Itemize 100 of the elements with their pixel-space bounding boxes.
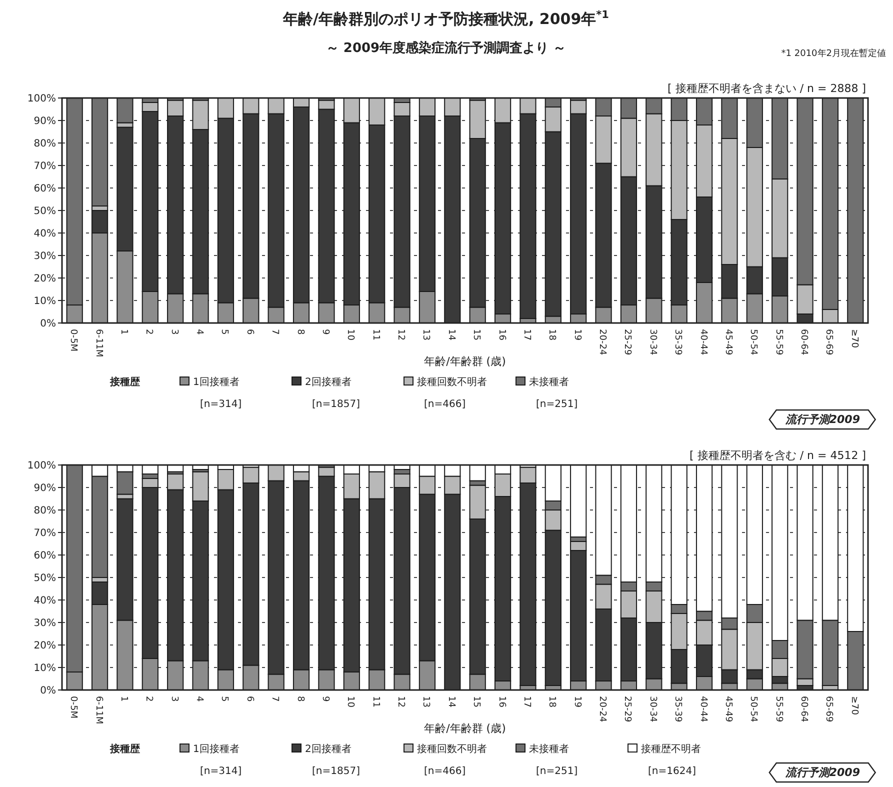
chart-title: 年齢/年齢群別のポリオ予防接種状況, 2009年$^{*1}$ [282, 9, 609, 28]
legend-label: 未接種者 [529, 376, 569, 388]
x-tick-label: 18 [546, 696, 557, 708]
x-tick-label: 40-44 [698, 696, 708, 722]
x-tick-label: 10 [345, 696, 356, 708]
text: 流行予測2009 [784, 766, 860, 779]
y-tick-label: 70% [34, 528, 56, 539]
x-tick-label: 1 [118, 329, 128, 335]
legend-title: 接種歴 [109, 743, 141, 755]
x-tick-label: 2 [144, 329, 154, 335]
x-tick-label: 30-34 [647, 696, 658, 722]
x-tick-label: 35-39 [672, 696, 683, 722]
y-tick-label: 20% [34, 640, 56, 652]
x-tick-label: 20-24 [597, 696, 608, 722]
x-tick-label: 0-5M [68, 696, 78, 718]
x-tick-label: 7 [270, 696, 280, 702]
x-tick-label: 20-24 [597, 329, 608, 356]
y-tick-label: 50% [34, 206, 56, 217]
x-tick-label: 11 [370, 329, 380, 340]
x-tick-label: 60-64 [798, 329, 809, 356]
text: [n=314] [200, 399, 242, 410]
y-tick-label: 90% [34, 116, 56, 127]
x-tick-label: 25-29 [622, 696, 632, 722]
x-tick-label: 5 [219, 696, 230, 702]
y-tick-label: 60% [34, 184, 56, 194]
x-tick-label: 5 [219, 329, 230, 335]
text: [n=251] [536, 766, 578, 777]
x-tick-label: 4 [194, 696, 204, 702]
legend-title: 接種歴 [109, 376, 141, 388]
x-tick-label: 35-39 [672, 329, 683, 356]
x-tick-label: 9 [320, 329, 330, 335]
y-tick-label: 100% [27, 94, 56, 104]
text: [n=1857] [312, 766, 360, 777]
x-tick-label: 8 [294, 329, 305, 335]
text: [n=251] [536, 399, 578, 410]
y-tick-label: 50% [34, 573, 56, 584]
x-tick-label: 15 [471, 329, 482, 340]
y-tick-label: 10% [34, 296, 56, 307]
x-tick-label: 7 [270, 329, 280, 335]
x-tick-label: 6-11M [93, 329, 104, 358]
x-tick-label: 19 [572, 329, 582, 341]
x-tick-label: 2 [144, 696, 154, 702]
x-tick-label: 25-29 [622, 329, 632, 356]
chart-subtitle: ～ 2009年度感染症流行予測調査より ～ [326, 40, 566, 56]
legend-label: 接種回数不明者 [417, 376, 487, 388]
y-tick-label: 60% [34, 550, 56, 562]
legend-label: 1回接種者 [193, 743, 240, 755]
x-tick-label: 17 [521, 696, 532, 708]
legend-label: 接種回数不明者 [417, 743, 487, 755]
x-tick-label: 3 [168, 329, 179, 335]
text: [n=466] [424, 399, 466, 410]
text: [n=314] [200, 766, 242, 777]
text: [ 接種歴不明者を含まない / n = 2888 ] [668, 82, 866, 95]
x-tick-label: 16 [496, 329, 506, 341]
text: [n=1857] [312, 399, 360, 410]
x-axis-title: 年齢/年齢群 (歳) [424, 722, 506, 735]
y-tick-label: 20% [34, 274, 56, 284]
x-tick-label: 30-34 [647, 329, 658, 356]
legend-label: 未接種者 [529, 743, 569, 755]
x-tick-label: 4 [194, 329, 204, 335]
y-tick-label: 30% [34, 618, 56, 629]
y-tick-label: 10% [34, 663, 56, 674]
x-tick-label: 17 [521, 329, 532, 340]
x-tick-label: 10 [345, 329, 356, 341]
text: 流行予測2009 [784, 413, 860, 426]
x-tick-label: 18 [546, 329, 557, 341]
x-tick-label: 19 [572, 696, 582, 708]
x-tick-label: 60-64 [798, 696, 809, 722]
x-tick-label: 12 [396, 329, 406, 340]
x-tick-label: 14 [446, 696, 456, 708]
x-tick-label: 45-49 [722, 696, 733, 722]
legend-label: 2回接種者 [305, 376, 352, 388]
y-tick-label: 40% [34, 228, 56, 240]
y-tick-label: 30% [34, 251, 56, 262]
x-tick-label: 16 [496, 696, 506, 708]
x-tick-label: 9 [320, 696, 330, 702]
text: *1 2010年2月現在暫定値 [781, 48, 886, 59]
x-tick-label: 65-69 [824, 329, 834, 356]
y-tick-label: 80% [34, 506, 56, 516]
y-tick-label: 40% [34, 596, 56, 606]
x-tick-label: 6-11M [93, 696, 104, 724]
x-tick-label: 14 [446, 329, 456, 341]
y-tick-label: 100% [27, 460, 56, 472]
legend-label: 接種歴不明者 [641, 743, 701, 755]
x-tick-label: 45-49 [722, 329, 733, 356]
x-tick-label: 55-59 [773, 696, 784, 722]
y-tick-label: 0% [40, 318, 56, 330]
y-tick-label: 0% [40, 686, 56, 696]
x-axis-title: 年齢/年齢群 (歳) [424, 355, 506, 368]
x-tick-label: 1 [118, 696, 128, 702]
x-tick-label: 11 [370, 696, 380, 708]
x-tick-label: 65-69 [824, 696, 834, 722]
text: [n=1624] [648, 766, 696, 777]
legend-label: 2回接種者 [305, 743, 352, 755]
text: [n=466] [424, 766, 466, 777]
y-tick-label: 70% [34, 161, 56, 172]
x-tick-label: 13 [420, 329, 431, 340]
text: [ 接種歴不明者を含む / n = 4512 ] [690, 449, 866, 462]
x-tick-label: 0-5M [68, 329, 78, 352]
x-tick-label: 3 [168, 696, 179, 702]
